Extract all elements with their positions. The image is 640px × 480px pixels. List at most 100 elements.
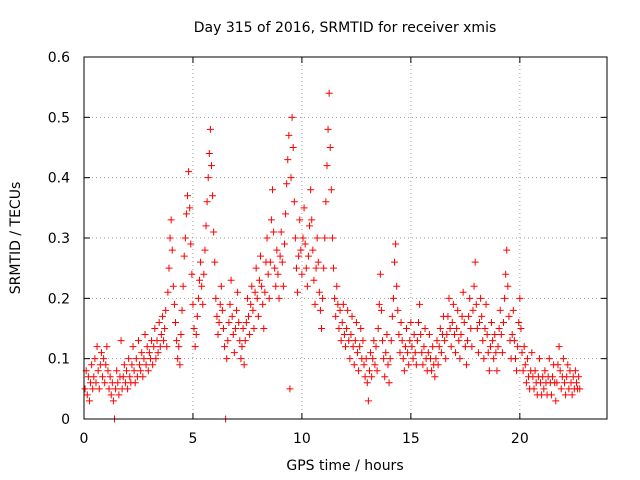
data-point xyxy=(442,355,450,363)
data-point xyxy=(503,246,511,254)
data-point xyxy=(382,349,390,357)
data-point xyxy=(359,337,367,345)
data-point xyxy=(377,306,385,314)
data-point xyxy=(553,379,561,387)
data-point xyxy=(170,300,178,308)
data-point xyxy=(187,240,195,248)
data-point xyxy=(182,210,190,218)
data-point xyxy=(234,288,242,296)
data-point xyxy=(215,318,223,326)
data-point xyxy=(433,337,441,345)
data-point xyxy=(243,294,251,302)
data-point xyxy=(296,216,304,224)
data-point xyxy=(395,331,403,339)
data-point xyxy=(467,325,475,332)
data-point xyxy=(179,282,187,290)
data-point xyxy=(343,325,351,332)
data-point xyxy=(181,234,189,242)
x-tick-label: 20 xyxy=(511,431,529,447)
data-point xyxy=(246,331,254,339)
data-point xyxy=(295,252,303,260)
data-point xyxy=(157,331,165,339)
data-point xyxy=(319,294,327,302)
data-point xyxy=(265,294,273,302)
data-point xyxy=(301,240,309,248)
data-point xyxy=(225,318,233,326)
data-point xyxy=(221,343,229,351)
data-point xyxy=(163,343,171,351)
data-point xyxy=(141,331,149,339)
data-point xyxy=(158,312,166,320)
y-tick-label: 0.6 xyxy=(48,50,70,66)
data-point xyxy=(575,373,583,381)
data-point xyxy=(369,355,377,363)
data-point xyxy=(177,331,185,339)
data-point xyxy=(228,312,236,320)
data-point xyxy=(401,343,409,351)
data-point xyxy=(338,318,346,326)
data-point xyxy=(322,198,330,206)
data-point xyxy=(564,361,572,369)
data-point xyxy=(297,246,305,254)
data-point xyxy=(468,343,476,351)
data-point xyxy=(393,282,401,290)
data-point xyxy=(379,337,387,345)
data-point xyxy=(345,337,353,345)
data-point xyxy=(292,264,300,272)
data-point xyxy=(268,186,276,194)
data-point xyxy=(180,252,188,260)
data-point xyxy=(363,379,371,387)
data-point xyxy=(481,325,489,332)
data-point xyxy=(520,343,528,351)
data-point xyxy=(320,264,328,272)
data-point xyxy=(150,343,158,351)
data-point xyxy=(198,282,206,290)
data-point xyxy=(245,312,253,320)
data-point xyxy=(252,264,260,272)
data-point xyxy=(94,367,102,375)
data-point xyxy=(441,337,449,345)
data-point xyxy=(272,282,280,290)
data-point xyxy=(496,306,504,314)
data-point xyxy=(117,337,125,345)
data-point xyxy=(316,306,324,314)
data-point xyxy=(139,373,147,381)
data-point xyxy=(197,258,205,266)
data-point xyxy=(254,312,262,320)
data-point xyxy=(128,361,136,369)
data-point xyxy=(518,349,526,357)
data-point xyxy=(165,264,173,272)
data-point xyxy=(164,288,172,296)
data-point xyxy=(309,246,317,254)
data-point xyxy=(138,349,146,357)
data-point xyxy=(189,300,197,308)
data-point xyxy=(219,325,227,332)
data-point xyxy=(229,331,237,339)
x-tick-label: 15 xyxy=(402,431,420,447)
data-point xyxy=(491,331,499,339)
data-point xyxy=(218,306,226,314)
data-point xyxy=(561,379,569,387)
x-tick-label: 5 xyxy=(188,431,197,447)
data-point xyxy=(407,318,415,326)
data-point xyxy=(535,355,543,363)
data-point xyxy=(540,385,548,393)
data-point xyxy=(304,252,312,260)
data-point xyxy=(505,312,513,320)
data-point xyxy=(545,355,553,363)
data-point xyxy=(213,312,221,320)
data-point xyxy=(396,349,404,357)
data-point xyxy=(531,367,539,375)
data-point xyxy=(298,270,306,278)
data-point xyxy=(240,361,248,369)
data-point xyxy=(255,276,263,284)
data-point xyxy=(212,294,220,302)
data-point xyxy=(154,349,162,357)
data-point xyxy=(513,367,521,375)
data-point xyxy=(477,294,485,302)
data-point xyxy=(456,355,464,363)
data-point xyxy=(326,144,334,151)
data-point xyxy=(260,325,268,332)
data-point xyxy=(417,331,425,339)
data-point xyxy=(339,300,347,308)
